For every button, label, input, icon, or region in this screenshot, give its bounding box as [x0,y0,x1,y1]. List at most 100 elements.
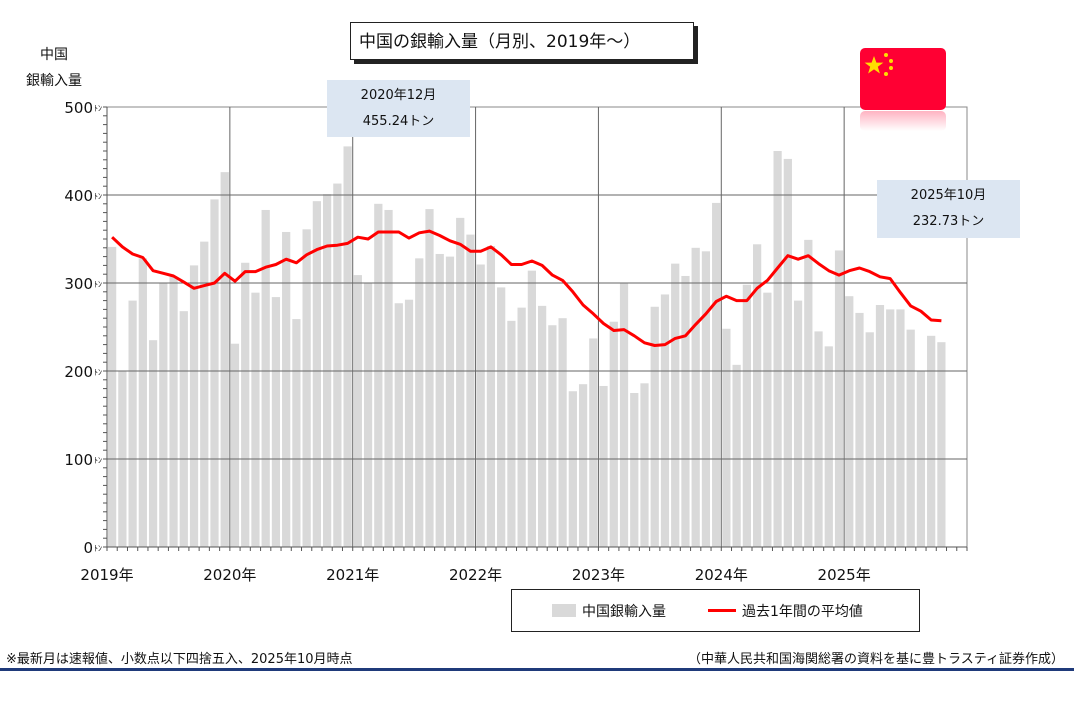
bar [753,244,762,547]
bottom-rule [0,668,1074,671]
bar [425,209,434,547]
bar [804,239,813,547]
x-tick-label: 2019年 [80,566,133,584]
legend: 中国銀輸入量 過去1年間の平均値 [511,589,920,632]
y-tick-label: 0 [83,539,93,557]
y-tick-unit: ﾄﾝ [94,544,102,553]
bar [681,275,690,547]
bar [732,364,741,547]
annotation-peak-value: 455.24トン [362,114,435,129]
bar [312,201,321,547]
bar [527,270,536,547]
y-axis-title-line2: 銀輸入量 [26,73,82,89]
bar [148,340,158,547]
bar [159,283,168,547]
x-tick-label: 2024年 [695,566,748,584]
y-tick-unit: ﾄﾝ [94,104,102,113]
y-tick-label: 400 [64,187,93,205]
bar [456,217,465,547]
y-tick-label: 300 [64,275,93,293]
bar [241,262,250,547]
average-line [111,229,942,347]
bar [445,256,455,547]
bar [466,234,475,547]
china-flag [860,48,946,110]
bar [712,202,721,548]
bar [302,229,311,547]
bar [292,319,301,547]
bar [353,275,362,547]
bar [896,309,905,547]
bar [374,203,383,548]
annotation-peak: 2020年12月 455.24トン [327,80,470,137]
bar [865,332,874,547]
bar [476,264,485,547]
bar [169,276,178,547]
bar [640,383,649,547]
y-tick-label: 200 [64,363,93,381]
bar [763,292,772,547]
bar [179,311,188,547]
bar [108,246,117,548]
bar [343,146,352,547]
bar [742,284,751,547]
bar [609,321,618,547]
bar [394,303,403,547]
bar [435,253,444,547]
bar [814,331,823,547]
bar [200,241,209,547]
legend-bar-label: 中国銀輸入量 [582,603,666,620]
bar [497,287,506,547]
y-tick-unit: ﾄﾝ [94,192,102,201]
bar [619,283,629,547]
bar [845,296,854,547]
flag-reflection [860,111,946,131]
bar [415,258,424,547]
bar [271,297,281,547]
bar [855,312,864,547]
bar [599,385,608,547]
bar [630,393,639,547]
annotation-latest: 2025年10月 232.73トン [877,180,1020,238]
bar [568,391,577,547]
bar [824,346,833,547]
bar [671,263,680,547]
annotation-latest-value: 232.73トン [912,214,985,229]
bar [404,299,414,547]
bar [363,283,373,547]
bar [906,329,915,547]
x-tick-label: 2022年 [449,566,502,584]
bar [251,292,260,547]
bar [230,343,240,547]
legend-bar-swatch [552,604,576,617]
x-tick-label: 2020年 [203,566,256,584]
bar [701,251,711,547]
bar [773,151,782,547]
bar [578,384,588,547]
bar [517,307,526,547]
bar [875,305,885,547]
footer-note: ※最新月は速報値、小数点以下四捨五入、2025年10月時点 [6,652,353,667]
footer-source: （中華人民共和国海関総署の資料を基に豊トラスティ証券作成） [688,652,1064,667]
legend-line-label: 過去1年間の平均値 [742,603,863,620]
bar [189,265,199,547]
chart-title: 中国の銀輸入量（月別、2019年～） [350,22,694,60]
y-tick-unit: ﾄﾝ [94,456,102,465]
x-tick-label: 2023年 [572,566,625,584]
bar [834,250,844,547]
bar [886,309,895,547]
bar [660,294,670,547]
bar [138,258,147,547]
bar [793,300,803,547]
y-tick-unit: ﾄﾝ [94,280,102,289]
bar [691,247,700,548]
annotation-latest-date: 2025年10月 [910,188,987,203]
bar [128,300,137,547]
x-tick-label: 2021年 [326,566,379,584]
bar [937,342,946,547]
bar [538,305,547,547]
y-axis-title-line1: 中国 [40,47,68,63]
bar [210,199,219,547]
bar [558,318,567,547]
